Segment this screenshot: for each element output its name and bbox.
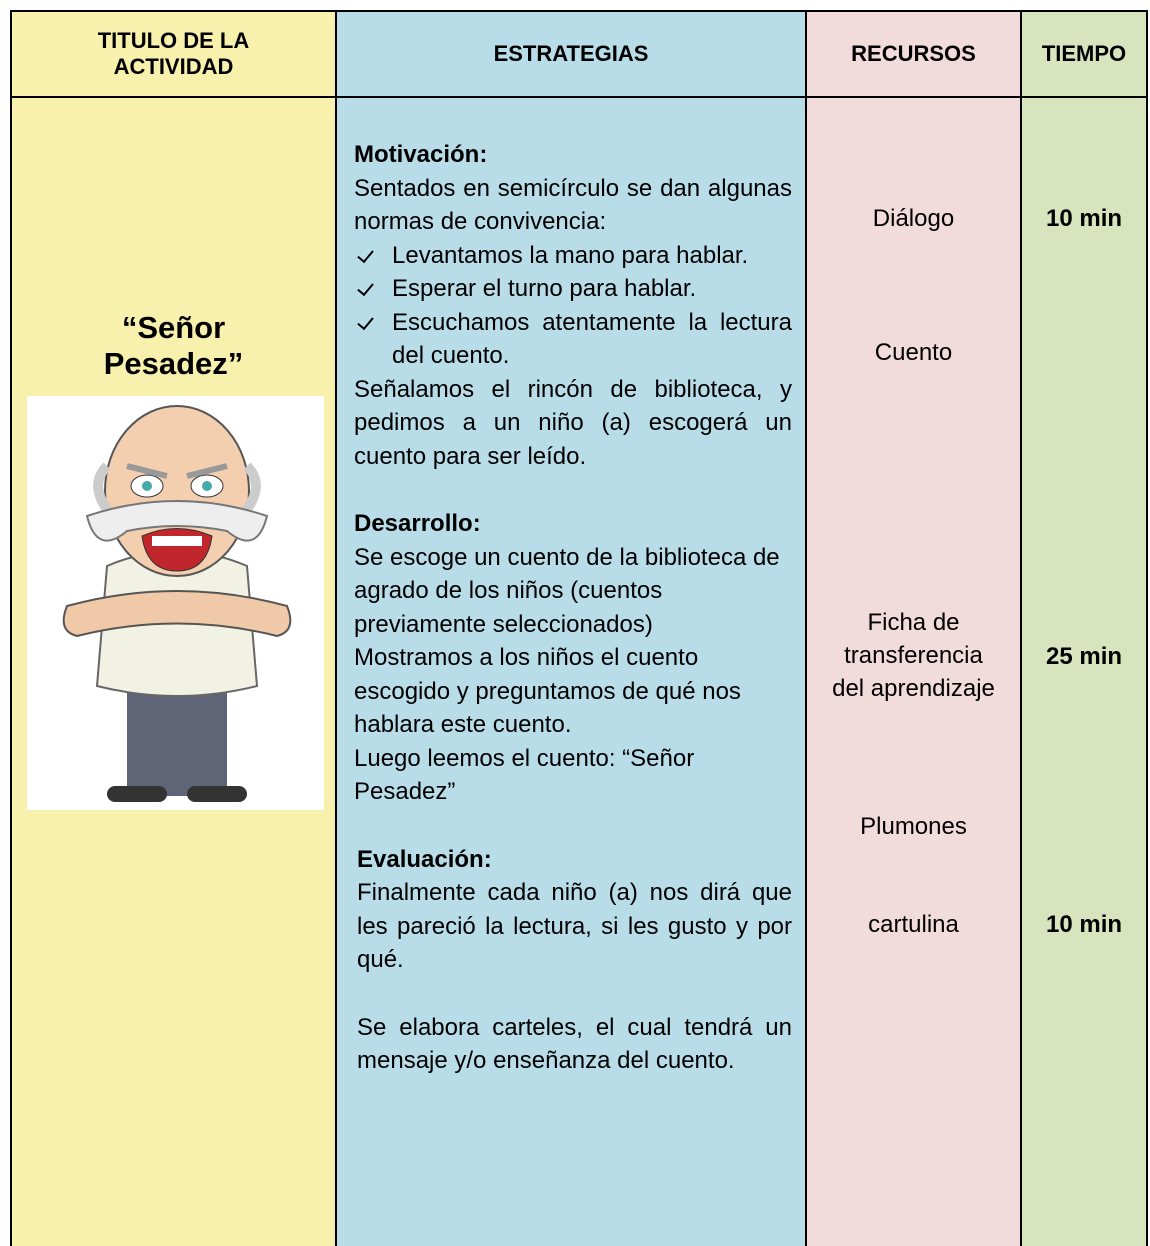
header-cell: TIEMPO <box>1020 10 1148 96</box>
strategies-cell: Motivación: Sentados en semicírculo se d… <box>335 96 805 1246</box>
time: 10 min <box>1045 911 1123 938</box>
paragraph: Luego leemos el cuento: “Señor Pesadez” <box>354 744 695 806</box>
check-item: Escuchamos atentamente la lectura del cu… <box>392 306 792 373</box>
paragraph: Sentados en semicírculo se dan algunas n… <box>354 174 792 236</box>
resource: Cuento <box>874 339 953 366</box>
section: Evaluación: Finalmente cada niño (a) nos… <box>354 843 792 1078</box>
header-cell: ESTRATEGIAS <box>335 10 805 96</box>
section: Motivación: Sentados en semicírculo se d… <box>354 138 792 473</box>
time-cell: 10 min 25 min 10 min <box>1020 96 1148 1246</box>
resource: Ficha de transferencia del aprendizaje <box>832 609 995 702</box>
section-heading: Desarrollo: <box>354 510 481 537</box>
check-item: Esperar el turno para hablar. <box>392 272 792 306</box>
time: 25 min <box>1045 643 1123 670</box>
strategies: Motivación: Sentados en semicírculo se d… <box>354 138 792 1078</box>
paragraph: Finalmente cada niño (a) nos dirá que le… <box>357 879 792 973</box>
paragraph: Señalamos el rincón de biblioteca, y ped… <box>354 375 792 470</box>
illustration <box>27 396 324 810</box>
time: 10 min <box>1045 205 1123 232</box>
activity-title: “Señor Pesadez” <box>103 310 244 381</box>
resource: Plumones <box>860 813 967 840</box>
title-cell: “Señor Pesadez” <box>10 96 335 1246</box>
section-heading: Evaluación: <box>357 845 492 873</box>
section: Desarrollo: Se escoge un cuento de la bi… <box>354 507 792 809</box>
paragraph: Se elabora carteles, el cual tendrá un m… <box>357 1013 792 1075</box>
header-text: TIEMPO <box>1041 41 1127 66</box>
header-cell: RECURSOS <box>805 10 1020 96</box>
header-text: ESTRATEGIAS <box>493 41 649 66</box>
resources-cell: Diálogo Cuento Ficha de transferencia de… <box>805 96 1020 1246</box>
header-text: RECURSOS <box>851 41 976 66</box>
header-cell: TITULO DE LA ACTIVIDAD <box>10 10 335 96</box>
resource: cartulina <box>868 911 959 938</box>
checklist: Levantamos la mano para hablar. Esperar … <box>354 239 792 373</box>
resource: Diálogo <box>872 205 955 232</box>
paragraph: Mostramos a los niños el cuento escogido… <box>354 644 741 738</box>
section-heading: Motivación: <box>354 141 488 168</box>
paragraph: Se escoge un cuento de la biblioteca de … <box>354 543 780 638</box>
check-item: Levantamos la mano para hablar. <box>392 239 792 273</box>
header-text: TITULO DE LA ACTIVIDAD <box>97 28 250 79</box>
